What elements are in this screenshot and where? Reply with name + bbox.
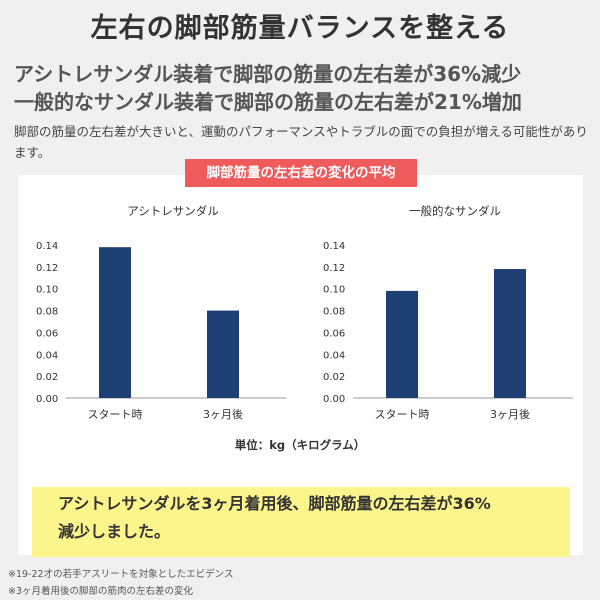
chart-0-bar-1 (207, 310, 239, 398)
highlight-line-2: 減少しました。 (58, 522, 171, 541)
subtitle-line-1: アシトレサンダル装着で脚部の筋量の左右差が36%減少 (14, 62, 522, 86)
chart-1-bar-1 (494, 269, 526, 398)
highlight-text: アシトレサンダルを3ヶ月着用後、脚部筋量の左右差が36% 減少しました。 (58, 490, 558, 546)
chart-1-ytick-label: 0.12 (323, 263, 345, 274)
chart-0-ytick-label: 0.06 (36, 328, 58, 339)
chart-1-ytick-label: 0.14 (323, 241, 345, 252)
highlight-line-1: アシトレサンダルを3ヶ月着用後、脚部筋量の左右差が36% (58, 494, 491, 513)
unit-label: 単位：kg（キログラム） (234, 438, 366, 452)
chart-1-category-label: 3ヶ月後 (490, 407, 530, 421)
chart-0-category-label: スタート時 (88, 408, 143, 421)
subtitle-line-2: 一般的なサンダル装着で脚部の筋量の左右差が21%増加 (14, 90, 522, 114)
chart-0-ytick-label: 0.04 (36, 350, 58, 361)
chart-1-ytick-label: 0.10 (323, 285, 345, 296)
chart-0-ytick-label: 0.00 (36, 394, 58, 405)
chart-0-category-label: 3ヶ月後 (203, 407, 243, 421)
chart-1-ytick-label: 0.02 (323, 372, 345, 383)
chart-0-ytick-label: 0.12 (36, 263, 58, 274)
chart-1-ytick-label: 0.06 (323, 328, 345, 339)
highlight-box (32, 487, 570, 557)
chart-0-bar-0 (99, 247, 131, 398)
chart-1-bar-0 (386, 290, 418, 398)
chart-0-title: アシトレサンダル (127, 204, 219, 218)
footnote-1: ※19-22才の若手アスリートを対象としたエビデンス (8, 569, 234, 580)
chart-1-category-label: スタート時 (375, 408, 430, 421)
chart-1-ytick-label: 0.00 (323, 394, 345, 405)
chart-1-title: 一般的なサンダル (409, 204, 501, 218)
chart-1-ytick-label: 0.04 (323, 350, 345, 361)
chart-0-ytick-label: 0.14 (36, 241, 58, 252)
chart-1-ytick-label: 0.08 (323, 307, 345, 318)
chart-0-ytick-label: 0.02 (36, 372, 58, 383)
chart-0-ytick-label: 0.10 (36, 285, 58, 296)
chart-0-ytick-label: 0.08 (36, 307, 58, 318)
description: 脚部の筋量の左右差が大きいと、運動のパフォーマンスやトラブルの面での負担が増える… (14, 124, 588, 160)
section-label: 脚部筋量の左右差の変化の平均 (185, 159, 417, 187)
footnote-2: ※3ヶ月着用後の脚部の筋肉の左右差の変化 (8, 586, 194, 597)
page-title: 左右の脚部筋量バランスを整える (90, 13, 510, 44)
bar-charts: アシトレサンダル 0.00 0.02 0.04 0.06 0.08 0.10 0.12 0.14… (36, 204, 573, 421)
